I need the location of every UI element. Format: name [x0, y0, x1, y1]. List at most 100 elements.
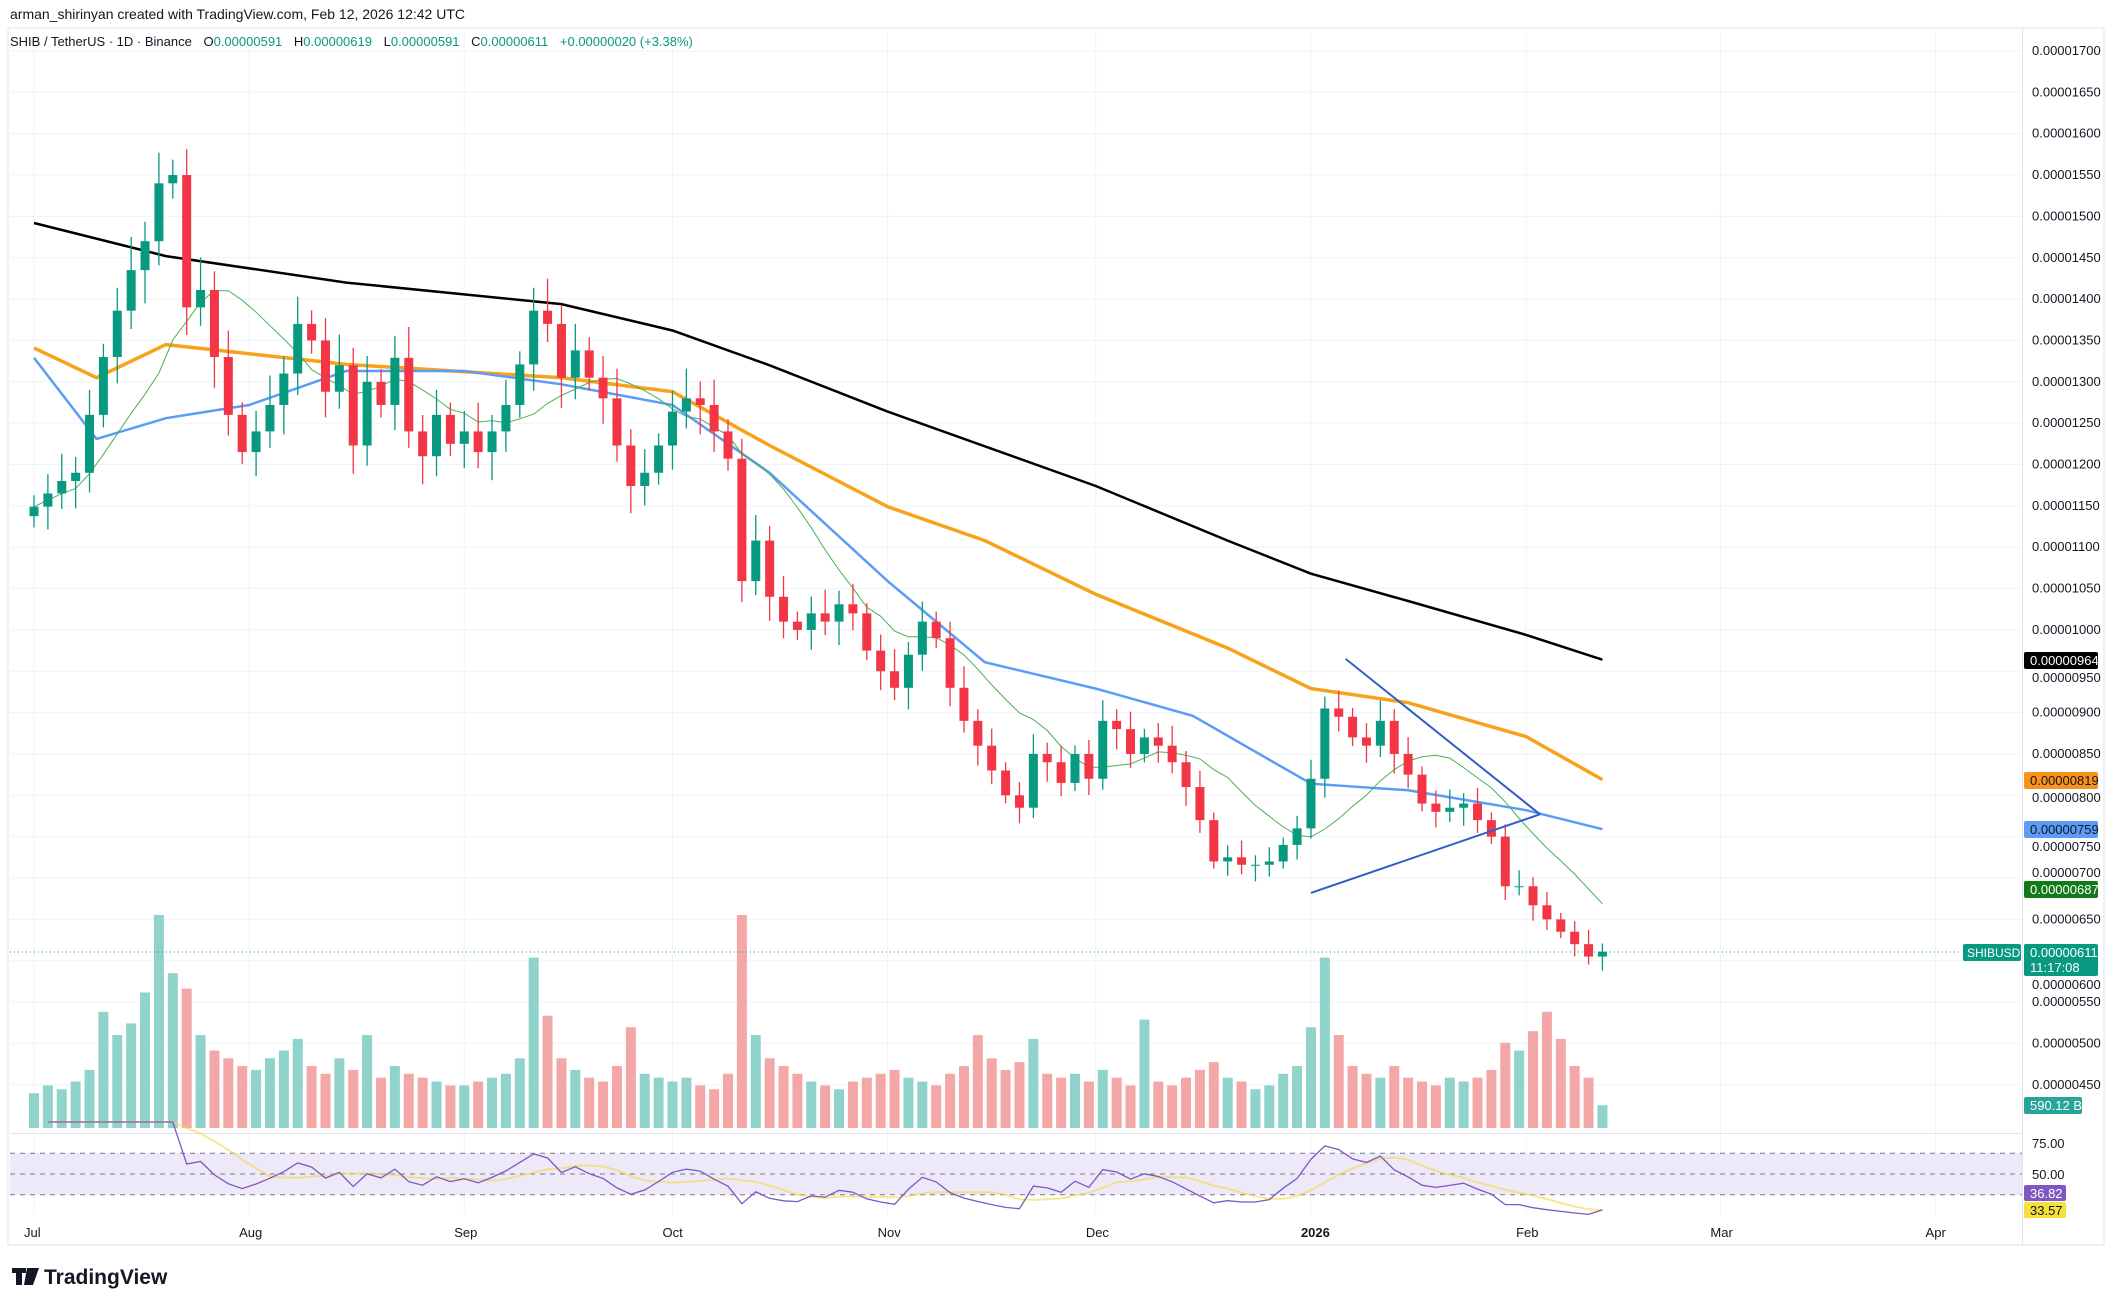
- price-tick: 0.00001100: [2032, 539, 2100, 554]
- candle-body: [223, 356, 233, 415]
- volume-bar: [1070, 1073, 1080, 1128]
- volume-bar: [431, 1081, 442, 1128]
- candle-body: [1459, 803, 1469, 808]
- volume-bar: [1181, 1077, 1192, 1128]
- candle-body: [848, 604, 858, 614]
- time-tick: Oct: [662, 1225, 683, 1240]
- candle-body: [473, 431, 483, 453]
- candles: [29, 149, 1607, 971]
- candle-body: [57, 481, 67, 494]
- time-tick: Aug: [239, 1225, 262, 1240]
- price-axis-border: [2022, 28, 2023, 1245]
- candle-body: [307, 323, 317, 341]
- volume-bar: [1194, 1069, 1205, 1128]
- volume-bar: [306, 1066, 317, 1128]
- candle-body: [432, 414, 442, 457]
- candle-body: [487, 431, 497, 453]
- volume-bar: [1500, 1042, 1511, 1128]
- price-tick: 0.00001150: [2032, 498, 2100, 513]
- last-price: 0.00000611: [2030, 945, 2098, 960]
- price-tick: 0.00001000: [2032, 622, 2101, 637]
- price-tick: 0.00001350: [2032, 332, 2101, 347]
- volume-bar: [1347, 1066, 1358, 1128]
- time-tick: Feb: [1516, 1225, 1538, 1240]
- candle-body: [1320, 708, 1330, 779]
- symbol-tag: SHIBUSDT: [1967, 946, 2028, 960]
- candle-body: [459, 431, 469, 444]
- volume-bar: [1361, 1073, 1372, 1128]
- tradingview-logo[interactable]: TradingView: [12, 1266, 168, 1289]
- volume-bar: [861, 1077, 872, 1128]
- volume-bar: [1097, 1069, 1108, 1128]
- candle-body: [362, 381, 372, 446]
- candle-body: [556, 323, 566, 378]
- candle-body: [265, 404, 275, 432]
- rsi-ma-value: 33.57: [2030, 1203, 2063, 1218]
- moving-average-line: [33, 357, 1603, 831]
- triangle-pattern[interactable]: [1310, 658, 1541, 894]
- volume-bar: [1028, 1038, 1039, 1128]
- volume-bar: [931, 1085, 942, 1128]
- candle-body: [126, 270, 136, 311]
- price-tick: 0.00000700: [2032, 865, 2101, 880]
- trendline: [1310, 813, 1541, 894]
- candle-body: [1473, 803, 1483, 821]
- volume-bar: [1430, 1085, 1441, 1128]
- price-tick: 0.00000750: [2032, 839, 2101, 854]
- candle-body: [570, 350, 580, 378]
- volume-bar: [806, 1081, 817, 1128]
- svg-text:TradingView: TradingView: [44, 1266, 168, 1289]
- chart-credit: arman_shirinyan created with TradingView…: [10, 6, 465, 22]
- volume-bar: [847, 1081, 858, 1128]
- candle-body: [792, 621, 802, 630]
- volume-bar: [1250, 1089, 1261, 1128]
- price-tick: 0.00000450: [2032, 1077, 2101, 1092]
- volume-bar: [376, 1077, 386, 1128]
- volume-bar: [972, 1035, 983, 1128]
- candle-body: [820, 613, 830, 622]
- candle-body: [140, 241, 150, 271]
- candle-body: [348, 365, 358, 446]
- price-tick: 0.00001250: [2032, 415, 2101, 430]
- candle-body: [1556, 919, 1566, 932]
- candle-body: [654, 445, 664, 473]
- candle-body: [931, 621, 941, 639]
- volume-bar: [1541, 1011, 1552, 1128]
- candle-body: [973, 720, 983, 746]
- volume-bar: [1000, 1069, 1011, 1128]
- volume-bar: [778, 1066, 789, 1128]
- candle-body: [1042, 753, 1052, 763]
- candle-body: [1084, 753, 1094, 779]
- svg-text:0.00000819: 0.00000819: [2030, 773, 2099, 788]
- volume-bar: [348, 1069, 359, 1128]
- open-value: 0.00000591: [214, 34, 283, 49]
- volume-bar: [487, 1077, 498, 1128]
- volume-bar: [1278, 1073, 1289, 1128]
- candle-body: [681, 398, 691, 412]
- candle-body: [85, 414, 95, 473]
- price-tick: 0.00000600: [2032, 977, 2101, 992]
- bar-countdown: 11:17:08: [2030, 960, 2080, 975]
- candle-body: [1126, 729, 1136, 754]
- price-axis[interactable]: 0.00001700 0.00001650 0.00001600 0.00001550…: [2032, 43, 2101, 1092]
- candle-body: [1417, 774, 1427, 804]
- time-tick: 2026: [1301, 1225, 1330, 1240]
- volume-bar: [820, 1085, 831, 1128]
- candle-body: [806, 613, 816, 630]
- volume-bars: [29, 915, 1608, 1128]
- candle-body: [1348, 716, 1358, 738]
- time-axis[interactable]: Jul Aug Sep Oct Nov Dec 2026 Feb Mar Apr: [24, 1225, 1946, 1240]
- candle-body: [1181, 762, 1191, 788]
- price-tick: 0.00001200: [2032, 457, 2101, 472]
- candle-body: [1375, 720, 1385, 746]
- volume-bar: [251, 1069, 262, 1128]
- volume-bar: [1292, 1066, 1303, 1128]
- ma-black-label: 0.00000964: [2024, 652, 2099, 669]
- price-tick: 0.00000800: [2032, 790, 2101, 805]
- candle-body: [598, 377, 608, 399]
- volume-bar: [153, 915, 164, 1128]
- price-tick: 0.00001650: [2032, 84, 2101, 99]
- volume-bar: [514, 1058, 525, 1128]
- candle-body: [515, 364, 525, 405]
